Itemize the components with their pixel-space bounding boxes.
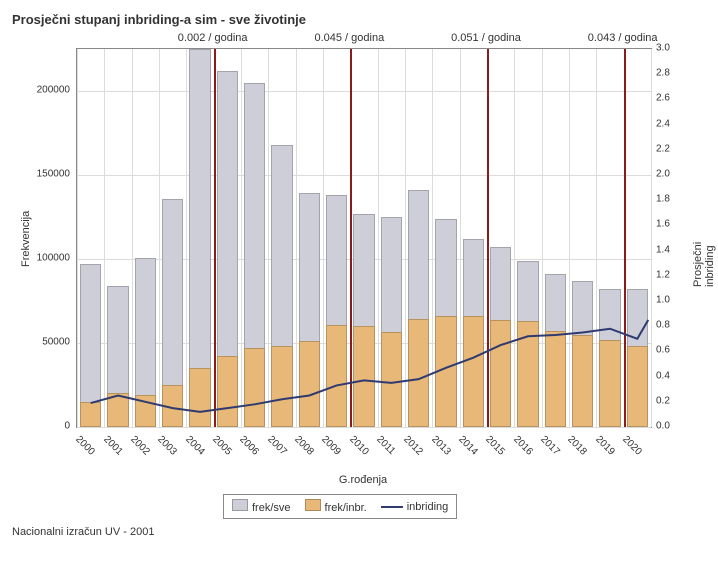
bar-frek-inbr xyxy=(135,395,156,427)
y-tick: 50000 xyxy=(10,337,70,348)
y-tick: 0 xyxy=(10,421,70,432)
marker-line xyxy=(487,49,489,427)
x-tick: 2000 xyxy=(74,434,98,458)
bar-frek-inbr xyxy=(599,340,620,427)
x-tick: 2001 xyxy=(101,434,125,458)
bar-frek-inbr xyxy=(217,356,238,427)
legend: frek/sve frek/inbr. inbriding xyxy=(223,494,457,519)
y2-tick: 0.4 xyxy=(656,370,670,381)
x-tick: 2005 xyxy=(210,434,234,458)
x-tick: 2002 xyxy=(128,434,152,458)
x-tick: 2007 xyxy=(265,434,289,458)
marker-line xyxy=(350,49,352,427)
x-tick: 2017 xyxy=(538,434,562,458)
x-tick: 2006 xyxy=(238,434,262,458)
y2-tick: 2.2 xyxy=(656,143,670,154)
y2-axis-label: Prosječni inbriding xyxy=(692,242,716,287)
x-tick: 2012 xyxy=(402,434,426,458)
bar-frek-inbr xyxy=(627,346,648,427)
bar-frek-inbr xyxy=(189,368,210,427)
x-tick: 2009 xyxy=(320,434,344,458)
bar-frek-inbr xyxy=(408,319,429,427)
x-tick: 2008 xyxy=(292,434,316,458)
marker-line xyxy=(214,49,216,427)
x-tick: 2018 xyxy=(566,434,590,458)
y-tick: 200000 xyxy=(10,85,70,96)
plot-area xyxy=(76,48,652,428)
y-tick: 100000 xyxy=(10,253,70,264)
y2-tick: 1.0 xyxy=(656,295,670,306)
bar-frek-inbr xyxy=(353,326,374,427)
bar-frek-inbr xyxy=(271,346,292,427)
x-tick: 2020 xyxy=(620,434,644,458)
chart-title: Prosječni stupanj inbriding-a sim - sve … xyxy=(0,0,718,27)
marker-label: 0.051 / godina xyxy=(451,32,521,44)
marker-line xyxy=(624,49,626,427)
bar-frek-inbr xyxy=(463,316,484,427)
y2-tick: 0.8 xyxy=(656,320,670,331)
bar-frek-inbr xyxy=(244,348,265,427)
y2-tick: 2.8 xyxy=(656,68,670,79)
bar-frek-inbr xyxy=(490,320,511,427)
bar-frek-inbr xyxy=(381,332,402,427)
marker-label: 0.043 / godina xyxy=(588,32,658,44)
x-tick: 2003 xyxy=(156,434,180,458)
y2-tick: 0.2 xyxy=(656,395,670,406)
bar-frek-inbr xyxy=(572,335,593,427)
chart-container: Prosječni stupanj inbriding-a sim - sve … xyxy=(0,0,718,567)
y2-tick: 1.8 xyxy=(656,194,670,205)
x-tick: 2013 xyxy=(429,434,453,458)
y2-tick: 2.0 xyxy=(656,169,670,180)
x-axis-label: G.rođenja xyxy=(339,474,387,486)
y-axis-label: Frekvencija xyxy=(20,211,32,267)
bar-frek-inbr xyxy=(326,325,347,427)
bar-frek-inbr xyxy=(545,331,566,427)
bar-frek-inbr xyxy=(162,385,183,427)
legend-item-inbriding: inbriding xyxy=(381,501,449,513)
y2-tick: 1.2 xyxy=(656,269,670,280)
bar-frek-inbr xyxy=(517,321,538,427)
marker-label: 0.045 / godina xyxy=(314,32,384,44)
y2-tick: 0.0 xyxy=(656,421,670,432)
y2-tick: 3.0 xyxy=(656,43,670,54)
legend-item-frek-inbr: frek/inbr. xyxy=(305,499,367,514)
footer-text: Nacionalni izračun UV - 2001 xyxy=(12,526,154,538)
y2-tick: 2.4 xyxy=(656,118,670,129)
legend-item-frek-sve: frek/sve xyxy=(232,499,291,514)
y2-tick: 1.6 xyxy=(656,219,670,230)
x-tick: 2010 xyxy=(347,434,371,458)
x-tick: 2004 xyxy=(183,434,207,458)
bar-frek-inbr xyxy=(80,402,101,427)
y2-tick: 0.6 xyxy=(656,345,670,356)
marker-label: 0.002 / godina xyxy=(178,32,248,44)
bar-frek-inbr xyxy=(107,393,128,427)
bar-frek-inbr xyxy=(435,316,456,427)
x-tick: 2019 xyxy=(593,434,617,458)
x-tick: 2014 xyxy=(456,434,480,458)
y2-tick: 1.4 xyxy=(656,244,670,255)
y2-tick: 2.6 xyxy=(656,93,670,104)
x-tick: 2011 xyxy=(374,434,397,457)
bar-frek-inbr xyxy=(299,341,320,427)
x-tick: 2016 xyxy=(511,434,535,458)
y-tick: 150000 xyxy=(10,169,70,180)
x-tick: 2015 xyxy=(484,434,508,458)
